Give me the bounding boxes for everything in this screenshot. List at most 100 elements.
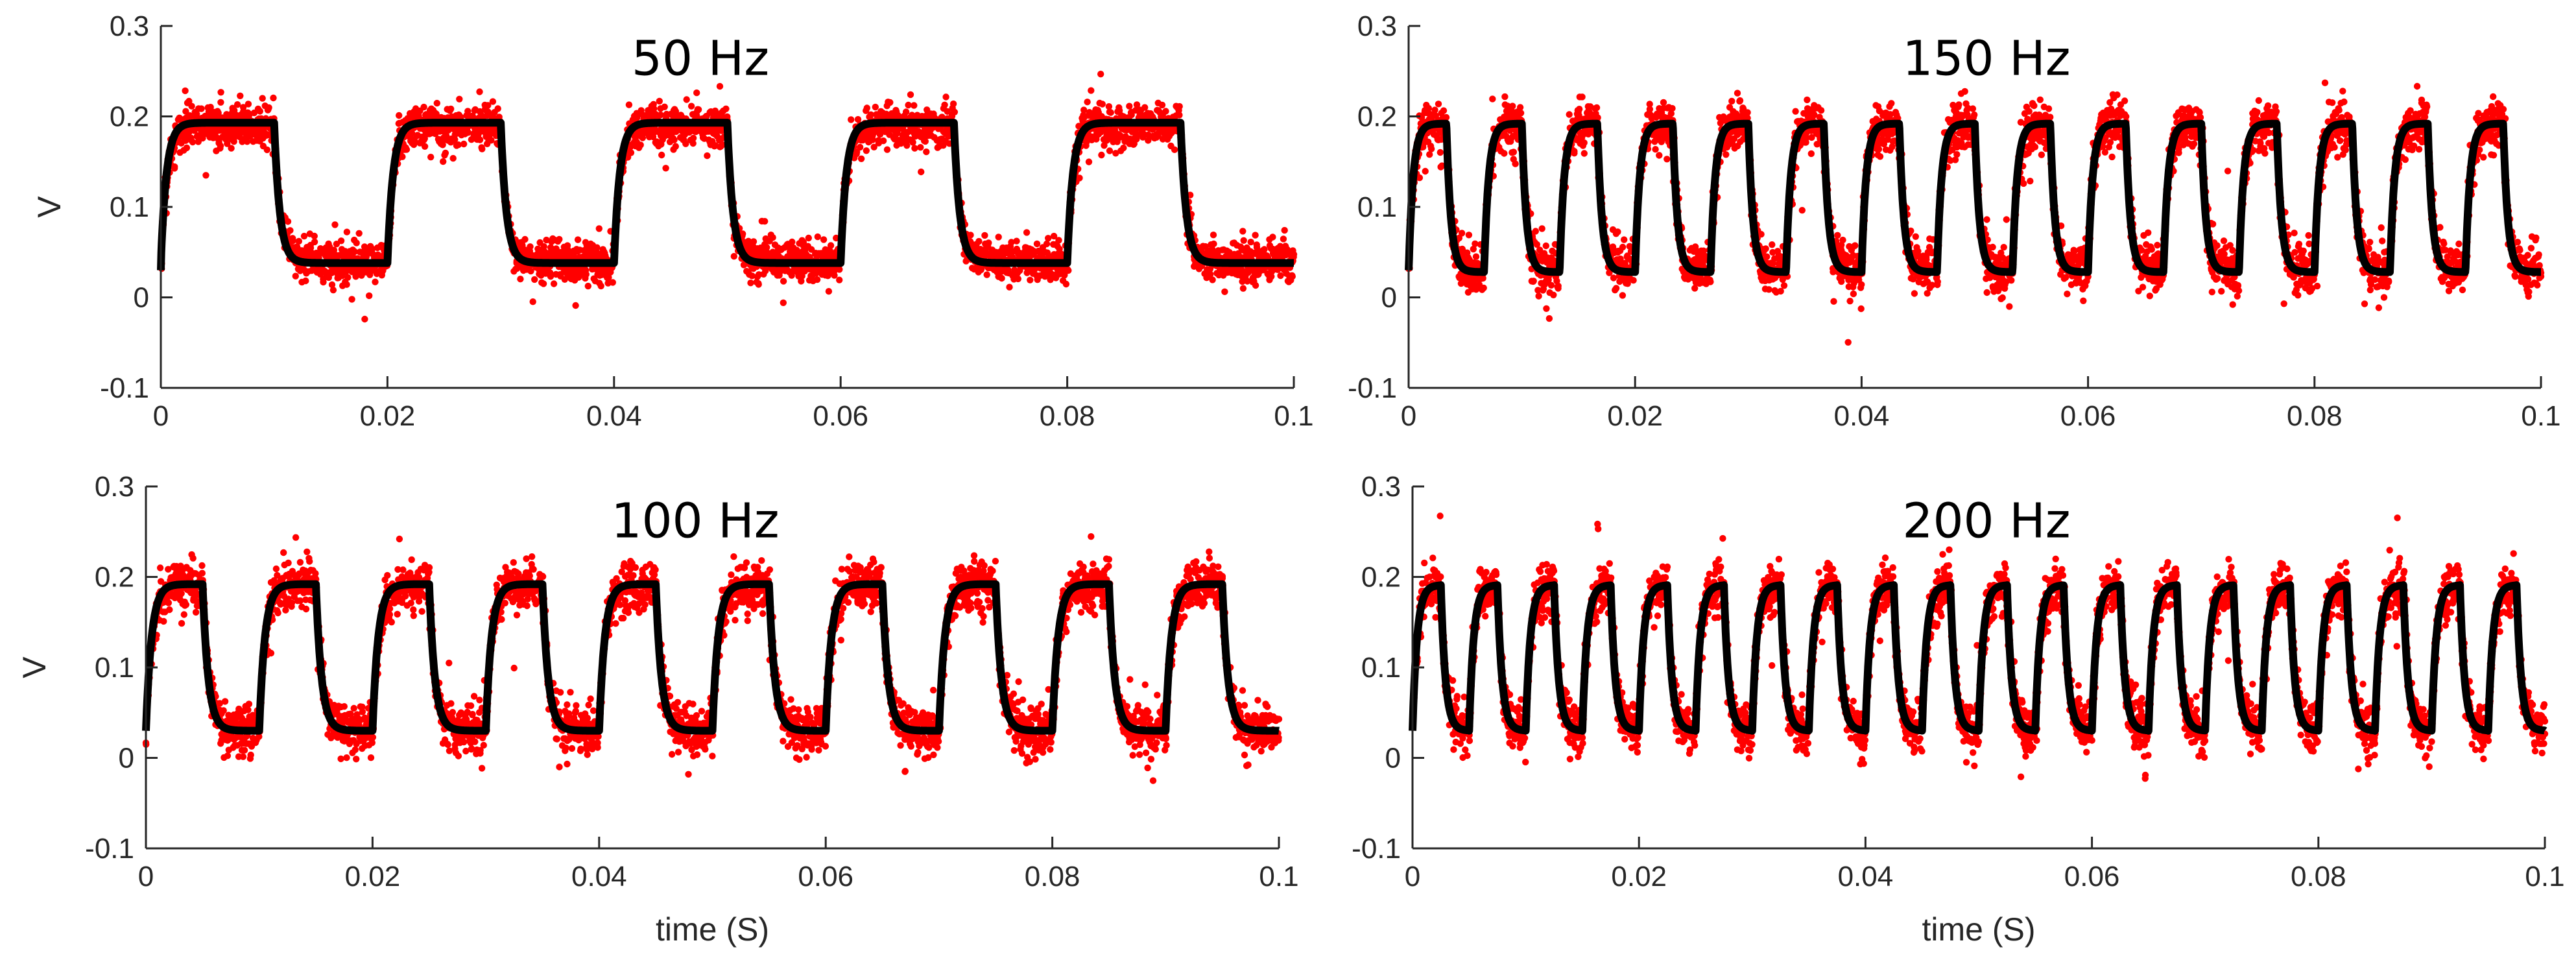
data-point (1239, 228, 1246, 235)
data-point (981, 232, 988, 239)
data-point (1501, 150, 1508, 157)
data-point (292, 272, 299, 280)
data-point (887, 99, 894, 106)
y-tick-label: 0.1 (110, 191, 149, 223)
data-point (287, 227, 294, 234)
data-point (625, 101, 633, 108)
data-point (1744, 109, 1751, 116)
data-point (1006, 283, 1013, 291)
data-point (1252, 232, 1259, 239)
data-point (457, 114, 464, 121)
data-point (1437, 149, 1444, 156)
data-point (1126, 102, 1133, 110)
data-point (1664, 156, 1671, 163)
data-point (488, 137, 495, 144)
data-point (1850, 290, 1857, 298)
data-point (1530, 278, 1537, 285)
data-point (494, 105, 501, 112)
data-point (730, 253, 738, 260)
data-point (1630, 277, 1637, 284)
x-tick-label: 0 (153, 400, 169, 432)
data-point (1013, 237, 1020, 245)
data-point (368, 245, 376, 253)
data-point (421, 143, 429, 150)
data-point (1656, 152, 1663, 159)
data-point (353, 239, 360, 246)
data-point (1210, 240, 1217, 248)
data-point (464, 129, 471, 136)
data-point (543, 236, 550, 244)
data-point (343, 281, 350, 288)
data-point (1723, 151, 1730, 158)
data-point (1517, 110, 1525, 117)
data-point (521, 235, 529, 243)
data-point (1555, 282, 1562, 290)
data-point (215, 109, 222, 117)
data-point (1176, 102, 1183, 110)
data-point (693, 89, 700, 97)
data-point (186, 112, 193, 119)
data-point (848, 116, 855, 123)
data-point (687, 102, 695, 110)
data-point (337, 237, 345, 245)
data-point (442, 149, 449, 157)
data-point (595, 225, 602, 232)
data-point (328, 281, 336, 289)
data-point (627, 149, 635, 156)
measured-samples (157, 71, 1298, 323)
data-point (780, 299, 787, 306)
data-point (1539, 287, 1547, 294)
data-point (207, 104, 214, 111)
data-point (237, 92, 244, 99)
data-point (1621, 236, 1628, 243)
data-point (1014, 275, 1022, 283)
data-point (975, 237, 983, 245)
data-point (1099, 101, 1106, 108)
data-point (433, 99, 440, 107)
data-point (1435, 101, 1442, 108)
data-point (983, 271, 990, 278)
data-point (355, 230, 363, 237)
data-point (1076, 174, 1083, 182)
data-point (265, 104, 272, 112)
data-point (863, 104, 871, 112)
data-point (1120, 144, 1127, 152)
data-point (671, 136, 678, 143)
measured-samples (1405, 79, 2545, 346)
data-point (311, 238, 318, 246)
data-point (923, 148, 930, 156)
data-point (755, 280, 762, 287)
data-point (224, 140, 231, 147)
data-point (420, 103, 427, 111)
data-point (189, 138, 197, 146)
data-point (1669, 104, 1676, 112)
data-point (1652, 146, 1659, 153)
data-point (550, 280, 558, 287)
data-point (1158, 101, 1166, 109)
data-point (995, 233, 1002, 241)
data-point (230, 138, 237, 145)
x-tick-label: 0.08 (1040, 400, 1095, 432)
x-tick-label: 0.02 (360, 400, 416, 432)
data-point (233, 101, 241, 108)
data-point (951, 108, 959, 115)
data-point (572, 302, 579, 309)
data-point (1547, 281, 1555, 289)
data-point (1509, 102, 1516, 110)
data-point (1758, 231, 1765, 238)
data-point (1734, 90, 1741, 97)
data-point (584, 282, 591, 290)
data-point (449, 154, 457, 162)
data-point (311, 232, 318, 240)
data-point (1817, 107, 1825, 114)
data-point (489, 98, 497, 105)
data-point (1442, 114, 1450, 121)
data-point (1542, 242, 1549, 250)
data-point (372, 278, 379, 285)
data-point (243, 138, 251, 145)
data-point (857, 155, 865, 162)
data-point (1736, 97, 1744, 104)
data-point (1728, 97, 1735, 105)
data-point (1798, 207, 1806, 214)
